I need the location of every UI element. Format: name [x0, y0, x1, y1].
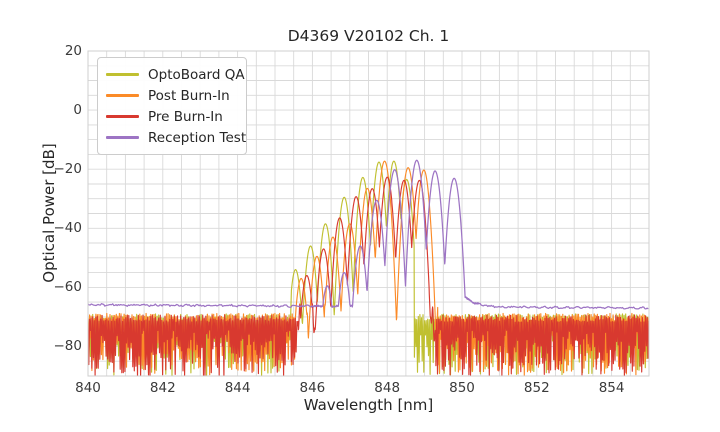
legend-item-post-burn-in: Post Burn-In	[106, 85, 238, 106]
plot-spine	[87, 50, 650, 377]
y-tick-label: −80	[53, 338, 83, 355]
legend-item-optoboard-qa: OptoBoard QA	[106, 64, 245, 85]
legend-swatch-pre-burn-in	[106, 115, 139, 118]
legend-item-reception-test: Reception Test	[106, 127, 246, 148]
y-tick-label: −40	[53, 220, 83, 237]
legend-swatch-post-burn-in	[106, 94, 139, 97]
legend-label: Reception Test	[148, 129, 247, 146]
x-tick-label: 850	[449, 380, 475, 396]
legend-label: Post Burn-In	[148, 87, 230, 104]
x-tick-label: 846	[299, 380, 326, 396]
legend-label: OptoBoard QA	[148, 66, 245, 83]
x-tick-label: 844	[224, 380, 251, 396]
y-tick-label: −20	[53, 161, 83, 178]
x-tick-label: 842	[149, 380, 176, 396]
series-group	[88, 159, 649, 376]
x-axis-label: Wavelength [nm]	[303, 396, 434, 414]
chart-title: D4369 V20102 Ch. 1	[287, 27, 450, 45]
x-tick-label: 852	[523, 380, 550, 396]
legend-swatch-optoboard-qa	[106, 73, 139, 76]
x-tick-label: 840	[75, 380, 101, 396]
legend-swatch-reception-test	[106, 136, 139, 139]
gridlines	[88, 51, 649, 376]
legend: OptoBoard QA Post Burn-In Pre Burn-In Re…	[97, 57, 247, 155]
legend-item-pre-burn-in: Pre Burn-In	[106, 106, 238, 127]
y-tick-label: 0	[73, 102, 82, 119]
series-path-pre-burn-in	[88, 176, 649, 376]
series-path-reception-test	[88, 159, 649, 310]
y-tick-label: −60	[53, 279, 83, 296]
x-tick-label: 848	[374, 380, 401, 396]
legend-label: Pre Burn-In	[148, 108, 223, 125]
y-tick-label: 20	[64, 43, 82, 59]
x-tick-label: 854	[598, 380, 625, 396]
